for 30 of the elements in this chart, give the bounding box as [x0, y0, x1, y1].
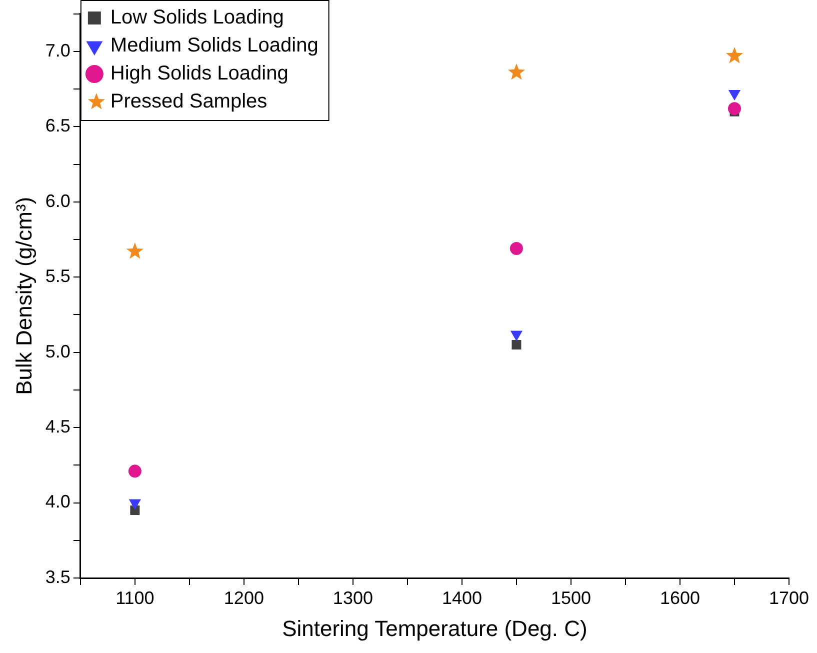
legend-label: Low Solids Loading: [110, 6, 284, 29]
point: [510, 330, 522, 341]
x-tick-label: 1200: [224, 588, 264, 608]
x-tick-label: 1500: [550, 588, 591, 608]
point: [128, 464, 142, 478]
y-tick-label: 5.0: [45, 341, 70, 362]
point: [126, 242, 144, 259]
point: [512, 340, 522, 350]
x-tick-label: 1700: [768, 588, 810, 608]
x-tick-label: 1300: [332, 588, 373, 608]
y-axis-title: Bulk Density (g/cm³): [11, 196, 36, 395]
x-tick-label: 1400: [442, 588, 482, 608]
legend-label: Pressed Samples: [110, 90, 268, 113]
legend-label: High Solids Loading: [110, 62, 288, 85]
y-tick-label: 5.5: [45, 266, 70, 286]
x-tick-label: 1600: [660, 588, 700, 608]
point: [728, 102, 741, 116]
x-axis-title: Sintering Temperature (Deg. C): [282, 616, 588, 641]
y-tick-label: 6.5: [45, 116, 70, 136]
x-tick-label: 1100: [116, 588, 154, 608]
y-tick-label: 7.0: [45, 40, 70, 60]
y-tick-label: 3.5: [45, 566, 70, 587]
point: [129, 499, 141, 510]
legend-label: Medium Solids Loading: [110, 34, 318, 57]
point: [508, 63, 526, 80]
y-tick-label: 4.0: [45, 492, 70, 512]
point: [726, 46, 744, 64]
y-tick-label: 6.0: [45, 190, 70, 211]
y-tick-label: 4.5: [45, 416, 70, 437]
point: [510, 242, 523, 256]
